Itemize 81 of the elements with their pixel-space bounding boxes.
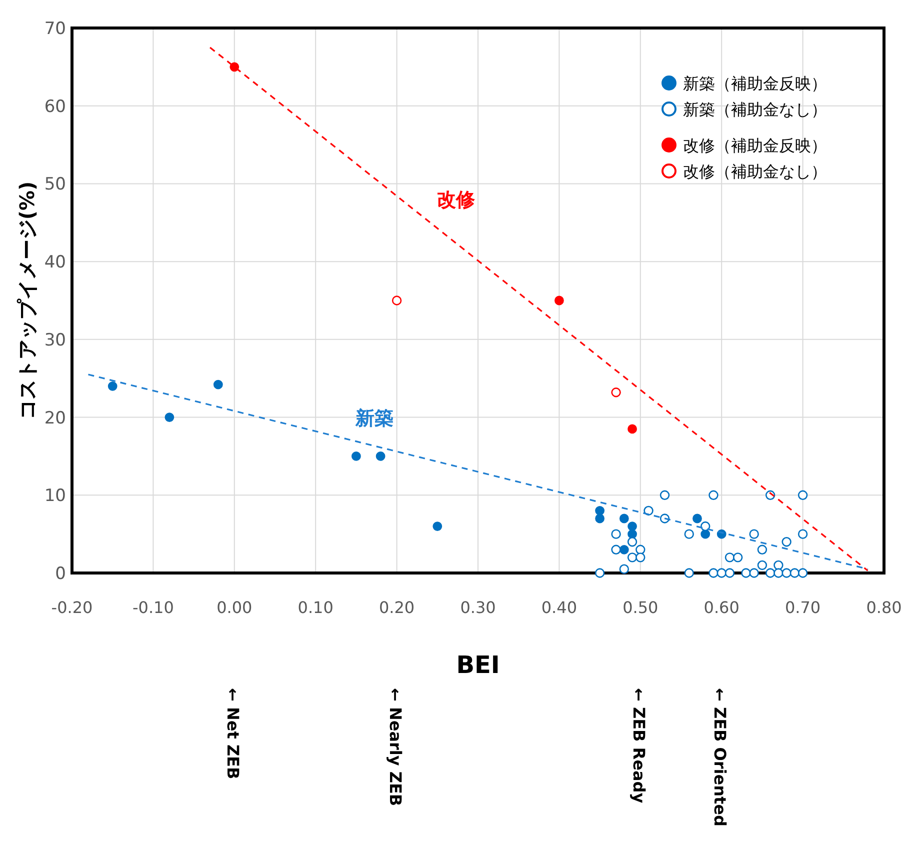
series-label: 新築 — [354, 408, 394, 430]
y-tick-label: 0 — [55, 564, 66, 584]
point — [619, 544, 629, 554]
point — [595, 506, 604, 516]
point — [594, 568, 605, 578]
point — [619, 564, 630, 574]
text: ← Nearly ZEB — [386, 688, 405, 806]
point — [660, 490, 670, 500]
point — [627, 537, 638, 547]
y-tick-label: 20 — [44, 408, 66, 428]
x-axis-title: BEI — [456, 651, 500, 679]
x-tick-label: 0.70 — [784, 598, 821, 617]
point — [376, 452, 386, 461]
x-tick-label: 0.20 — [378, 598, 415, 617]
point — [636, 544, 646, 554]
x-tick-label: 0.10 — [298, 598, 334, 617]
legend-label: 新築（補助金反映） — [683, 74, 827, 93]
x-tick-label: -0.20 — [51, 598, 93, 617]
point — [774, 568, 784, 578]
point — [757, 544, 768, 554]
x-tick-label: -0.10 — [132, 598, 174, 617]
legend-label: 改修（補助金反映） — [683, 136, 827, 155]
point — [798, 490, 808, 500]
point — [724, 552, 735, 562]
series-label: 改修 — [437, 189, 476, 212]
point — [741, 568, 751, 578]
point — [749, 529, 759, 539]
point — [692, 514, 702, 524]
point — [595, 514, 604, 524]
point — [749, 568, 759, 578]
point — [708, 490, 718, 500]
legend-label: 新築（補助金なし） — [683, 100, 827, 119]
y-tick-label: 70 — [44, 19, 66, 39]
x-tick-label: 0.30 — [460, 598, 496, 617]
point — [684, 529, 694, 539]
point — [644, 506, 654, 516]
x-tick-label: 0.50 — [622, 598, 658, 617]
point — [798, 529, 808, 539]
point — [611, 544, 621, 554]
point — [700, 521, 710, 532]
point — [619, 514, 629, 524]
point — [636, 552, 646, 562]
y-tick-label: 60 — [44, 96, 66, 117]
point — [611, 388, 621, 398]
text: ← ZEB Ready — [629, 688, 648, 804]
point — [554, 296, 564, 306]
y-tick-label: 10 — [44, 486, 66, 506]
point — [757, 560, 768, 570]
point — [732, 552, 743, 562]
y-tick-label: 50 — [44, 174, 66, 195]
point — [164, 412, 174, 422]
point — [716, 568, 726, 578]
x-tick-label: 0.80 — [866, 598, 902, 617]
point — [684, 568, 694, 578]
point — [724, 568, 735, 578]
point — [782, 537, 792, 547]
point — [432, 522, 442, 531]
y-axis-title: コストアップイメージ(%) — [15, 181, 39, 420]
y-tick-label: 30 — [44, 330, 66, 350]
point — [765, 568, 776, 578]
text: ← Net ZEB — [223, 688, 242, 780]
point — [790, 568, 800, 578]
point — [774, 560, 784, 570]
point — [352, 452, 361, 461]
point — [708, 568, 718, 578]
point — [627, 552, 638, 562]
point — [798, 568, 808, 578]
text: ← ZEB Oriented — [710, 688, 730, 826]
point — [611, 529, 621, 539]
point — [392, 296, 402, 306]
point — [628, 529, 637, 539]
point — [628, 522, 637, 531]
point — [628, 424, 637, 434]
y-tick-label: 40 — [44, 252, 66, 273]
x-tick-label: 0.00 — [216, 598, 252, 617]
point — [213, 380, 223, 390]
legend-label: 改修（補助金なし） — [683, 162, 827, 181]
point — [108, 381, 118, 391]
x-tick-label: 0.40 — [541, 598, 578, 617]
x-tick-label: 0.60 — [704, 598, 740, 617]
point — [782, 568, 792, 578]
